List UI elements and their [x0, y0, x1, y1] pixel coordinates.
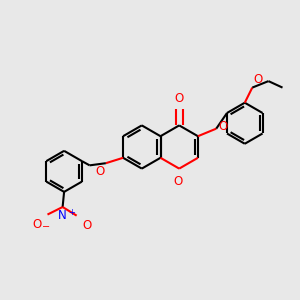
- Text: O: O: [95, 165, 104, 178]
- Text: N: N: [58, 209, 67, 222]
- Text: O: O: [33, 218, 42, 231]
- Text: O: O: [173, 175, 182, 188]
- Text: O: O: [82, 219, 91, 232]
- Text: +: +: [68, 208, 75, 217]
- Text: O: O: [218, 120, 227, 133]
- Text: O: O: [254, 73, 263, 86]
- Text: O: O: [175, 92, 184, 105]
- Text: −: −: [42, 222, 50, 233]
